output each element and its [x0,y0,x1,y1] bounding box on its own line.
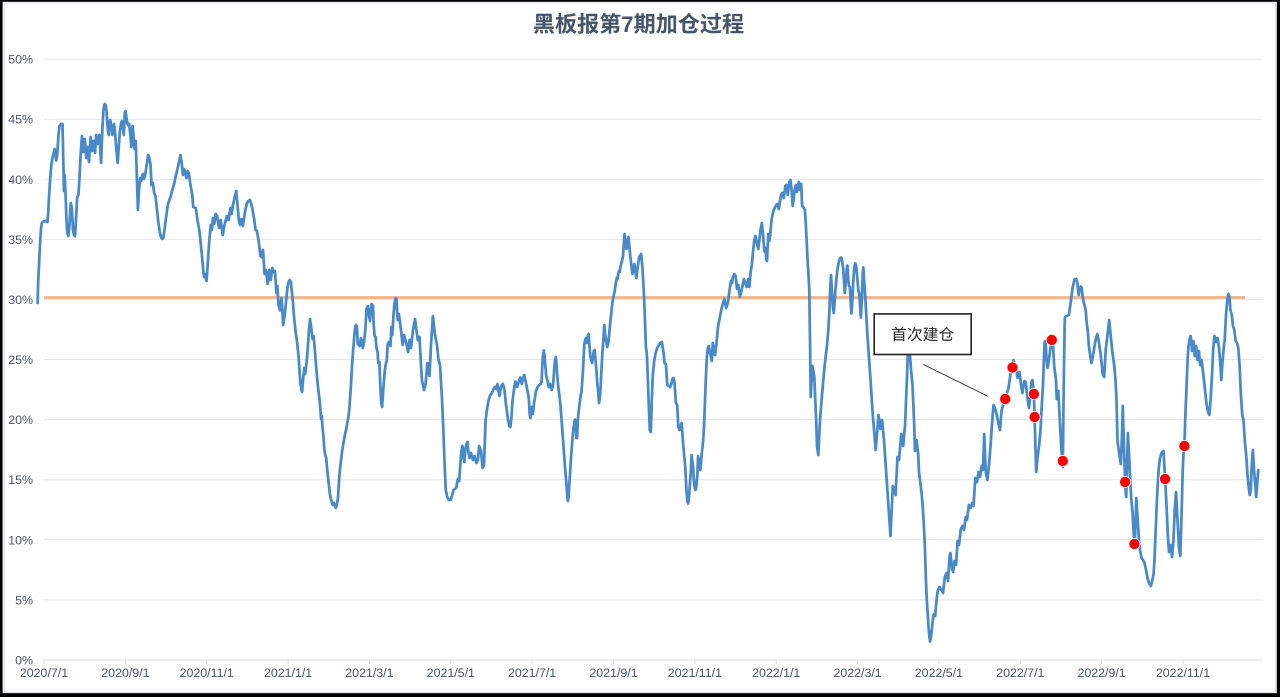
svg-text:2021/9/1: 2021/9/1 [589,666,637,680]
svg-text:30%: 30% [8,293,33,307]
svg-text:50%: 50% [8,53,33,67]
svg-text:2021/7/1: 2021/7/1 [508,666,556,680]
svg-text:0%: 0% [15,654,33,668]
svg-text:2021/3/1: 2021/3/1 [345,666,393,680]
svg-text:2021/1/1: 2021/1/1 [264,666,312,680]
svg-text:7: 7 [621,12,633,37]
svg-text:2020/9/1: 2020/9/1 [101,666,149,680]
svg-text:2021/11/1: 2021/11/1 [668,666,722,680]
svg-text:40%: 40% [8,173,33,187]
svg-text:25%: 25% [8,353,33,367]
svg-text:15%: 15% [8,473,33,487]
svg-text:2022/7/1: 2022/7/1 [996,666,1044,680]
svg-text:2022/9/1: 2022/9/1 [1077,666,1125,680]
svg-text:5%: 5% [15,593,33,607]
svg-text:35%: 35% [8,233,33,247]
svg-text:2022/5/1: 2022/5/1 [915,666,963,680]
svg-text:2021/5/1: 2021/5/1 [427,666,475,680]
svg-text:2022/11/1: 2022/11/1 [1156,666,1210,680]
svg-text:20%: 20% [8,413,33,427]
svg-text:2020/7/1: 2020/7/1 [20,666,68,680]
svg-text:2022/1/1: 2022/1/1 [752,666,800,680]
svg-text:2022/3/1: 2022/3/1 [833,666,881,680]
svg-text:2020/11/1: 2020/11/1 [180,666,234,680]
svg-text:45%: 45% [8,113,33,127]
svg-text:10%: 10% [8,533,33,547]
